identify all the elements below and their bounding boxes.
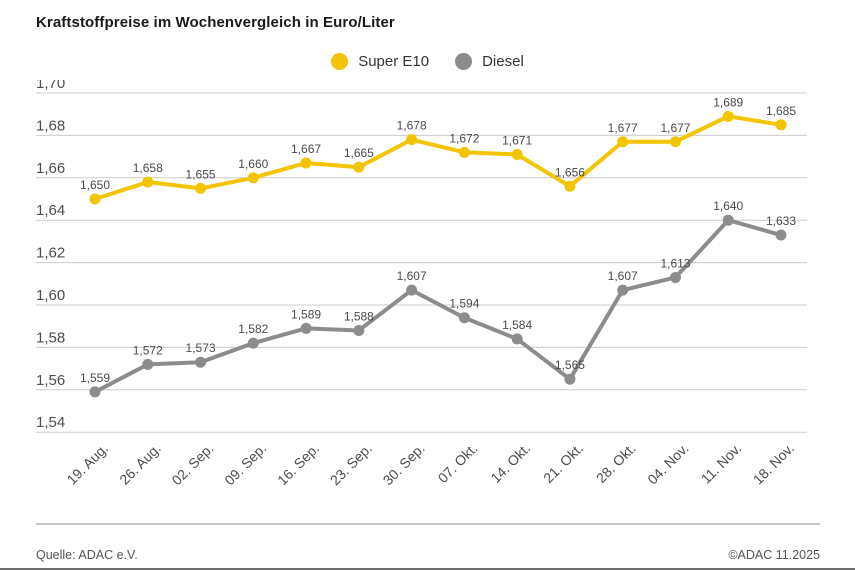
y-axis-tick-label: 1,66 xyxy=(36,160,65,177)
x-axis-tick-label: 07. Okt. xyxy=(435,440,481,486)
x-axis-tick-label: 23. Sep. xyxy=(327,440,375,488)
data-value-label: 1,677 xyxy=(608,121,638,135)
data-value-label: 1,667 xyxy=(291,142,321,156)
x-axis-tick-label: 14. Okt. xyxy=(487,440,533,486)
super-e10-line xyxy=(93,114,783,201)
super-e10-point xyxy=(617,136,629,148)
x-axis-tick-label: 09. Sep. xyxy=(221,440,269,488)
data-value-label: 1,559 xyxy=(80,371,110,385)
super-e10-point xyxy=(775,119,787,131)
x-axis-tick-label: 04. Nov. xyxy=(644,440,691,487)
y-axis-tick-label: 1,70 xyxy=(36,80,65,92)
legend-label-diesel: Diesel xyxy=(482,53,524,70)
diesel-point xyxy=(142,358,154,370)
fuel-price-line-chart: 1,70 1,68 1,66 1,64 1,62 1,60 1,58 1,56 1,54 19. … xyxy=(36,80,807,488)
data-value-label: 1,655 xyxy=(186,167,216,181)
data-value-label: 1,588 xyxy=(344,309,374,323)
super-e10-point xyxy=(458,146,470,158)
diesel-point xyxy=(458,312,470,324)
data-value-label: 1,607 xyxy=(608,269,638,283)
x-axis-tick-label: 11. Nov. xyxy=(698,440,745,487)
data-value-label: 1,672 xyxy=(449,131,479,145)
footer-divider xyxy=(36,523,820,525)
diesel-point xyxy=(247,337,259,349)
diesel-point xyxy=(406,284,418,296)
data-value-label: 1,665 xyxy=(344,146,374,160)
data-value-label: 1,565 xyxy=(555,358,585,372)
y-axis-tick-label: 1,62 xyxy=(36,245,65,262)
data-value-label: 1,650 xyxy=(80,178,110,192)
chart-title: Kraftstoffpreise im Wochenvergleich in E… xyxy=(36,14,395,32)
diesel-point xyxy=(669,271,681,283)
data-value-label: 1,677 xyxy=(660,121,690,135)
legend: Super E10 Diesel xyxy=(0,53,855,70)
data-value-label: 1,589 xyxy=(291,307,321,321)
diesel-point xyxy=(617,284,629,296)
y-axis-tick-label: 1,60 xyxy=(36,287,65,304)
y-axis-tick-label: 1,54 xyxy=(36,414,65,431)
diesel-point xyxy=(353,324,365,336)
super-e10-point xyxy=(142,176,154,188)
data-value-label: 1,613 xyxy=(660,256,690,270)
x-axis-tick-label: 30. Sep. xyxy=(380,440,428,488)
super-e10-dot-icon xyxy=(331,53,349,70)
x-axis-tick-label: 28. Okt. xyxy=(593,440,639,486)
diesel-line xyxy=(93,218,783,394)
diesel-point xyxy=(511,333,523,345)
data-value-label: 1,607 xyxy=(397,269,427,283)
diesel-point xyxy=(722,214,734,226)
bottom-edge-line xyxy=(0,568,855,570)
y-axis-tick-label: 1,68 xyxy=(36,117,65,134)
data-value-label: 1,633 xyxy=(766,214,796,228)
diesel-point xyxy=(300,322,312,334)
super-e10-point xyxy=(511,148,523,160)
data-value-label: 1,656 xyxy=(555,165,585,179)
diesel-dot-icon xyxy=(455,53,473,70)
super-e10-point xyxy=(406,134,418,146)
super-e10-point xyxy=(353,161,365,173)
data-value-label: 1,573 xyxy=(186,341,216,355)
data-value-label: 1,658 xyxy=(133,161,163,175)
x-axis-tick-label: 21. Okt. xyxy=(540,440,586,486)
source-label: Quelle: ADAC e.V. xyxy=(36,548,138,562)
super-e10-point xyxy=(300,157,312,169)
y-axis-tick-label: 1,58 xyxy=(36,329,65,346)
copyright-label: ©ADAC 11.2025 xyxy=(728,548,820,562)
data-value-label: 1,594 xyxy=(449,297,479,311)
y-axis-tick-label: 1,64 xyxy=(36,202,65,219)
data-value-label: 1,678 xyxy=(397,119,427,133)
x-axis-tick-label: 02. Sep. xyxy=(168,440,216,488)
data-value-label: 1,689 xyxy=(713,95,743,109)
data-value-label: 1,660 xyxy=(238,157,268,171)
super-e10-point xyxy=(669,136,681,148)
super-e10-point xyxy=(89,193,101,205)
data-value-label: 1,685 xyxy=(766,104,796,118)
legend-label-super-e10: Super E10 xyxy=(358,53,430,70)
diesel-point xyxy=(89,386,101,398)
x-axis-tick-label: 26. Aug. xyxy=(116,440,164,488)
data-value-label: 1,584 xyxy=(502,318,532,332)
data-value-label: 1,582 xyxy=(238,322,268,336)
legend-item-diesel: Diesel xyxy=(455,53,524,70)
super-e10-point xyxy=(722,110,734,122)
x-axis-tick-label: 19. Aug. xyxy=(63,440,111,488)
data-value-label: 1,640 xyxy=(713,199,743,213)
y-axis-tick-label: 1,56 xyxy=(36,372,65,389)
legend-item-super-e10: Super E10 xyxy=(331,53,429,70)
diesel-point xyxy=(195,356,207,368)
super-e10-point xyxy=(564,180,576,192)
data-value-label: 1,671 xyxy=(502,133,532,147)
diesel-point xyxy=(775,229,787,241)
diesel-point xyxy=(564,373,576,385)
x-axis-tick-label: 16. Sep. xyxy=(274,440,322,488)
x-axis-tick-label: 18. Nov. xyxy=(750,440,797,487)
super-e10-point xyxy=(247,172,259,184)
data-value-label: 1,572 xyxy=(133,343,163,357)
super-e10-point xyxy=(195,182,207,194)
